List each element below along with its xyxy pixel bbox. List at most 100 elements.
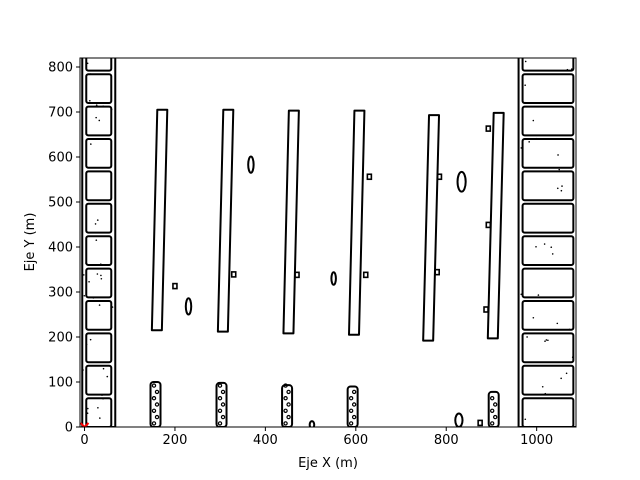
speckle <box>541 385 544 388</box>
cluster-blob <box>220 402 226 407</box>
cluster-blob <box>217 383 223 388</box>
speckle <box>560 189 563 192</box>
cluster-blob <box>490 408 495 413</box>
speckle <box>544 264 547 266</box>
cluster-blob <box>348 421 354 426</box>
speckle <box>89 99 91 102</box>
speckle <box>570 68 573 70</box>
speckle <box>544 340 546 342</box>
row-outline <box>282 109 300 335</box>
right-tile-strip-edge <box>517 58 576 427</box>
cluster-blob <box>217 421 223 426</box>
speckle <box>524 84 526 87</box>
cluster-blob <box>220 389 226 395</box>
speckle <box>532 316 535 319</box>
y-tick-label: 500 <box>48 196 73 211</box>
cluster-blob <box>283 383 288 388</box>
tile <box>85 138 113 169</box>
y-tick-label: 300 <box>48 286 73 301</box>
speckle <box>537 294 540 296</box>
small-mark <box>434 268 440 276</box>
speckle <box>96 273 99 275</box>
x-axis-ticks: 0 200 400 600 800 1000 <box>80 427 553 448</box>
speckle <box>100 277 103 280</box>
tile <box>521 267 575 299</box>
cluster-blob <box>151 396 157 401</box>
cluster-blob <box>286 389 291 395</box>
cluster-outline <box>346 385 359 427</box>
speckle <box>550 246 553 249</box>
speckle <box>520 293 523 296</box>
cluster-blob <box>217 396 223 401</box>
speckle <box>551 253 554 255</box>
y-tick-label: 100 <box>48 376 73 391</box>
speckle <box>524 418 527 421</box>
speckle <box>101 394 103 396</box>
speckle <box>89 73 92 75</box>
tile <box>85 364 113 396</box>
cluster-blob <box>493 414 498 420</box>
row-outline <box>216 108 235 333</box>
y-tick-label: 700 <box>48 106 73 121</box>
cluster-blob <box>151 383 157 388</box>
tile <box>521 73 575 104</box>
x-tick-label: 600 <box>343 433 368 448</box>
tile <box>521 105 575 137</box>
cluster-blob <box>493 402 498 407</box>
speckle <box>85 262 87 264</box>
speckle <box>565 372 568 375</box>
y-tick-label: 0 <box>65 421 73 436</box>
cluster-outline <box>149 381 162 427</box>
tile <box>85 105 113 137</box>
ellipse-mark <box>308 420 316 427</box>
speckle <box>557 154 559 156</box>
speckle <box>85 133 88 136</box>
speckle <box>87 407 89 410</box>
speckle <box>82 274 85 276</box>
speckle <box>86 412 89 414</box>
speckle <box>102 397 104 400</box>
speckle <box>535 246 537 248</box>
cluster-blob <box>154 389 160 395</box>
speckle <box>89 338 92 341</box>
strip-speckles <box>82 60 574 427</box>
speckle <box>98 119 101 122</box>
speckle <box>524 60 527 63</box>
left-tile-strip <box>81 58 117 427</box>
y-tick-label: 600 <box>48 151 73 166</box>
ellipse-mark <box>330 271 337 286</box>
speckle <box>524 101 526 104</box>
small-mark <box>294 271 300 279</box>
ellipse-mark <box>184 297 193 316</box>
x-tick-label: 400 <box>253 433 278 448</box>
speckle <box>571 356 574 359</box>
tile <box>85 332 113 364</box>
tile <box>85 300 113 331</box>
speckle <box>95 116 97 119</box>
tile <box>85 235 113 266</box>
tile <box>85 58 113 72</box>
speckle <box>568 328 571 331</box>
speckle <box>528 141 530 143</box>
cluster-blob <box>490 421 495 426</box>
cluster-blob <box>151 408 157 413</box>
tile <box>521 58 575 72</box>
chart-marks <box>80 58 576 427</box>
cluster-blob <box>490 396 495 401</box>
tile <box>85 73 113 104</box>
right-tile-strip <box>517 58 576 427</box>
y-tick-label: 800 <box>48 61 73 76</box>
left-tile-strip-edge <box>81 58 117 427</box>
speckle <box>520 147 523 149</box>
ellipse-mark <box>247 155 255 174</box>
speckle <box>100 263 102 266</box>
tile <box>521 235 575 266</box>
speckle <box>560 377 562 380</box>
speckle <box>544 392 547 395</box>
ellipse-mark <box>454 412 464 427</box>
bottom-cluster <box>149 381 162 427</box>
speckle <box>95 239 98 241</box>
cluster-blob <box>348 396 354 401</box>
y-axis-ticks: 0 100 200 300 400 500 600 700 800 <box>48 61 80 436</box>
